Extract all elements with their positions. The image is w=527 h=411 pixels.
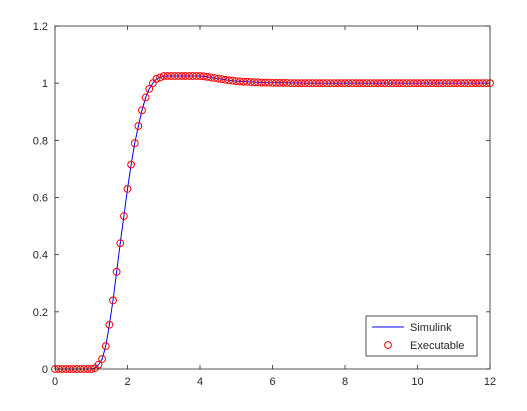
data-point-executable xyxy=(196,72,204,80)
legend-box xyxy=(365,315,478,357)
data-point-executable xyxy=(112,267,121,276)
data-point-executable xyxy=(199,72,208,81)
data-point-executable xyxy=(221,75,230,84)
data-point-executable xyxy=(214,74,223,83)
data-point-executable xyxy=(134,122,143,130)
y-tick-label: 1 xyxy=(42,78,48,90)
data-point-executable xyxy=(116,239,125,248)
data-point-executable xyxy=(105,320,114,329)
data-point-executable xyxy=(145,84,154,93)
data-point-executable xyxy=(228,76,237,85)
y-tick-label: 0.2 xyxy=(33,307,48,319)
y-tick-label: 1.2 xyxy=(33,21,48,33)
y-tick-label: 0.6 xyxy=(33,193,48,205)
x-tick-label: 0 xyxy=(52,376,58,388)
x-tick-label: 6 xyxy=(269,376,275,388)
x-tick-label: 12 xyxy=(484,376,496,388)
data-point-executable xyxy=(119,212,128,220)
data-point-executable xyxy=(130,139,139,148)
x-tick-label: 4 xyxy=(197,376,203,388)
data-point-executable xyxy=(210,74,219,82)
data-point-executable xyxy=(225,76,233,85)
legend-label-simulink: Simulink xyxy=(410,322,452,334)
data-point-executable xyxy=(123,185,132,193)
data-point-executable xyxy=(98,355,107,363)
data-point-executable xyxy=(217,75,226,84)
data-point-executable xyxy=(127,160,136,169)
legend-label-executable: Executable xyxy=(410,340,464,352)
data-point-executable xyxy=(156,73,165,82)
legend-swatch-executable xyxy=(384,341,392,349)
tick-layer: 0 2 4 6 8 10 12 0 0.2 0.4 0.6 0.8 1 1.2 xyxy=(33,21,496,388)
data-point-executable xyxy=(206,73,215,82)
x-tick-label: 10 xyxy=(411,376,423,388)
legend: Simulink Executable xyxy=(365,315,478,357)
y-tick-label: 0 xyxy=(42,364,48,376)
data-point-executable xyxy=(101,342,110,351)
data-point-executable xyxy=(152,74,161,83)
data-point-executable xyxy=(109,296,117,305)
y-tick-label: 0.8 xyxy=(33,135,48,147)
data-point-executable xyxy=(203,72,212,81)
data-point-executable xyxy=(138,106,146,115)
y-tick-label: 0.4 xyxy=(33,250,48,262)
data-point-executable xyxy=(141,93,150,102)
data-point-executable xyxy=(94,360,103,369)
x-tick-label: 8 xyxy=(342,376,348,388)
x-tick-label: 2 xyxy=(124,376,130,388)
